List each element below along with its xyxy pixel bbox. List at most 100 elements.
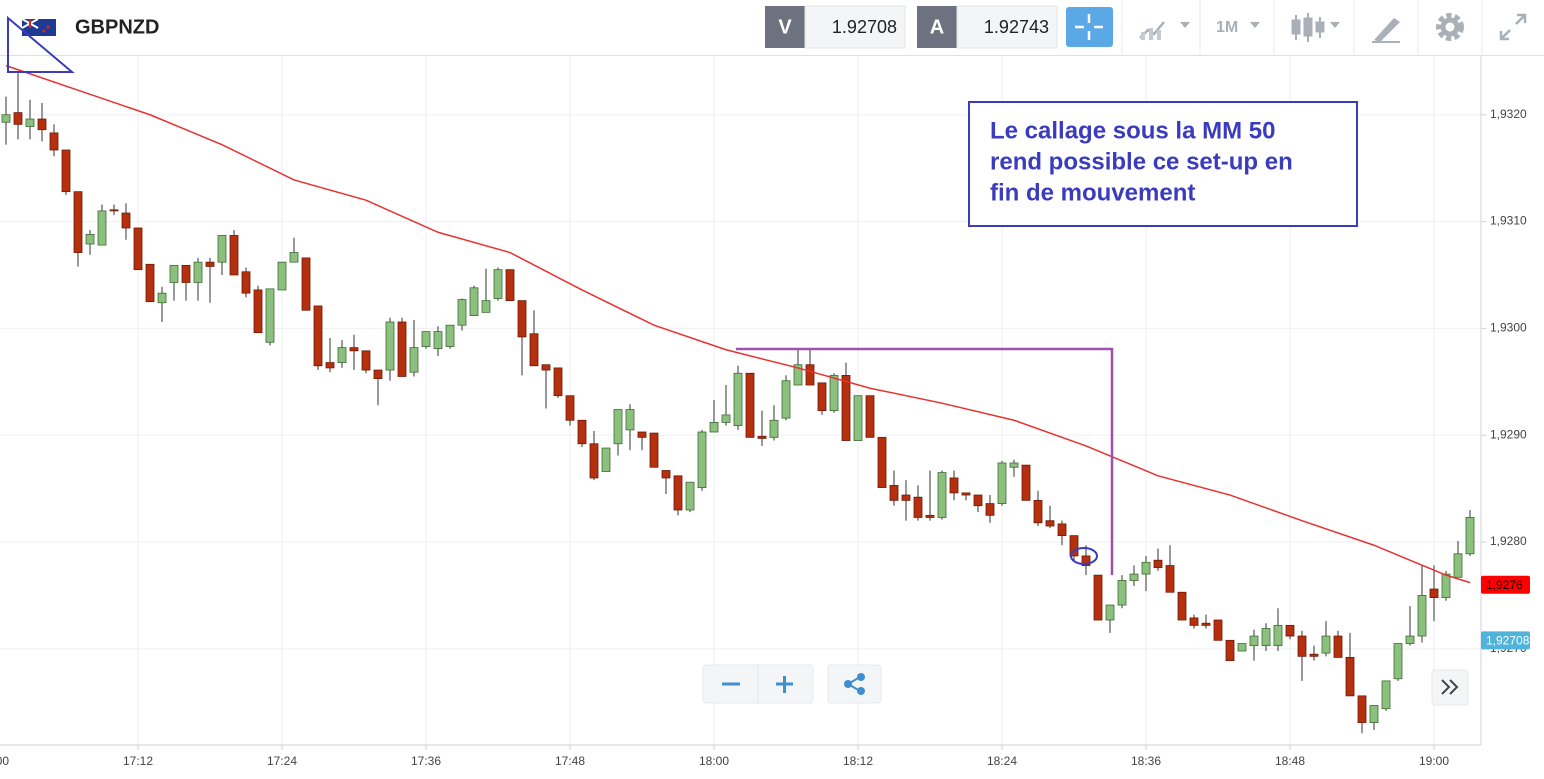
x-tick-label: 18:36 [1131,754,1161,768]
candle-body [109,209,119,212]
candle-body [913,496,923,518]
annotation: Le callage sous la MM 50 rend possible ce… [990,117,1293,206]
candle-body [601,447,611,472]
ask-button[interactable]: A 1.92743 [917,5,1058,49]
candle-body [589,443,599,479]
x-tick-label: 17:00 [0,754,9,768]
candle-body [781,380,791,419]
candle-body [253,289,263,334]
candle-body [277,261,287,291]
x-tick-label: 18:00 [699,754,729,768]
x-tick-label: 17:36 [411,754,441,768]
y-tick-label: 1,9310 [1490,214,1527,228]
candle-body [853,395,863,441]
x-tick-label: 17:48 [555,754,585,768]
candle-body [1117,580,1127,606]
x-tick-label: 19:00 [1419,754,1449,768]
candle-body [421,331,431,347]
candle-body [301,257,311,311]
y-tick-label: 1,9320 [1490,107,1527,121]
candle-body [1213,619,1223,641]
candle-body [1069,535,1079,557]
candle-body [877,436,887,488]
candle-body [1081,555,1091,566]
candle-body [841,374,851,441]
candle-body [289,252,299,263]
candle-body [541,364,551,371]
chart-type-button[interactable] [1139,21,1190,40]
triangle-mark [7,15,75,73]
price-badge-label: 1,92708 [1486,633,1530,647]
bid-price: 1.92708 [832,17,897,37]
x-tick-label: 17:12 [123,754,153,768]
candle-body [1129,573,1139,581]
candle-body [361,350,371,371]
bracket [736,347,1114,575]
fullscreen-button[interactable] [1499,13,1527,41]
candle-body [817,382,827,412]
candle-body [1237,643,1247,652]
candle-body [1105,604,1115,621]
candle-body [1261,628,1271,647]
candle-body [793,364,803,386]
axes: 1,92701,92801,92901,93001,93101,932017:0… [0,56,1527,768]
candle-body [697,431,707,488]
candle-body [973,494,983,507]
candle-body [1429,588,1439,598]
candle-body [13,112,23,125]
candle-body [1225,639,1235,662]
candle-body [1369,705,1379,723]
candle-body [37,118,47,131]
moving-average [5,64,1471,584]
bid-button[interactable]: V 1.92708 [765,5,906,49]
annotation-box [968,101,1358,227]
candle-body [1141,561,1151,575]
zoom-in-button[interactable] [776,676,793,693]
candle-body [1021,464,1031,501]
candle-body [229,235,239,276]
candle-body [997,462,1007,504]
candle-body [241,271,251,294]
crosshair-button[interactable] [1066,7,1113,47]
candle-body [121,212,131,229]
candle-body [961,492,971,496]
annotation-line: fin de mouvement [990,179,1195,206]
candle-body [205,261,215,267]
period-button[interactable]: 1M [1216,19,1260,36]
candle-body [1189,617,1199,626]
candle-body [1417,595,1427,637]
scroll-right-button[interactable] [1431,669,1469,706]
candle-body [217,235,227,263]
candle-body [193,261,203,283]
candle-body [97,210,107,246]
candle-body [745,372,755,438]
candle-body [133,227,143,271]
y-tick-label: 1,9290 [1490,427,1527,441]
candle-body [1009,462,1019,468]
ask-price: 1.92743 [984,17,1049,37]
candle-body [85,233,95,245]
drawing-button[interactable] [1372,18,1400,43]
candle-body [685,481,695,511]
candle-body [637,431,647,438]
candle-body [73,191,83,253]
candle-body [157,292,167,304]
candle-body [565,395,575,421]
candle-body [49,132,59,151]
circle-mark [1070,547,1098,565]
candle-body [373,369,383,380]
candle-body [145,263,155,303]
share-button[interactable] [827,664,882,704]
indicator-button[interactable] [1291,13,1340,42]
candle-body [493,269,503,299]
grid [0,56,1481,745]
candle-body [865,395,875,438]
candle-body [517,300,527,338]
candle-body [625,409,635,431]
settings-button[interactable] [1436,13,1464,41]
symbol: GBPNZD [75,16,159,38]
period: 1M [1216,19,1238,36]
x-tick-label: 18:12 [843,754,873,768]
